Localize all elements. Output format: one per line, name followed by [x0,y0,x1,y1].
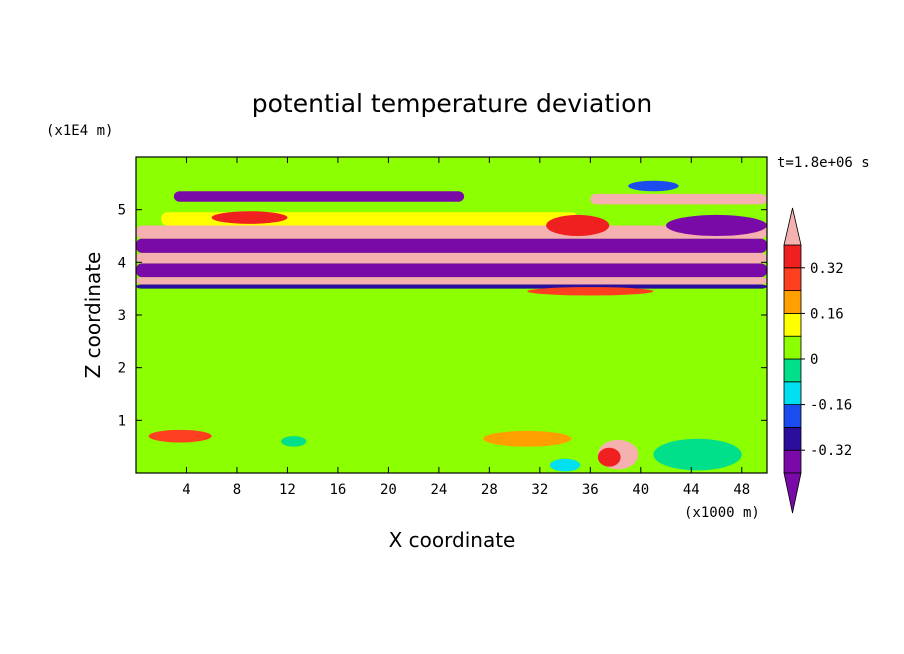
colorbar-segment-2 [783,404,802,428]
field-blob-7 [666,214,767,236]
y-tick-label: 4 [118,255,126,271]
time-label: t=1.8e+06 s [777,155,870,171]
field-band-8 [173,191,465,202]
field-band-0 [136,470,767,473]
x-tick-label: 40 [632,482,649,498]
x-tick-label: 12 [279,482,296,498]
field-background [136,157,767,473]
y-axis-label: Z coordinate [81,252,105,379]
field-band-5 [136,238,767,253]
colorbar-label: 0 [810,352,818,368]
field-blob-5 [653,438,742,471]
y-tick-label: 5 [118,203,126,219]
x-tick-label: 28 [481,482,498,498]
colorbar-max-arrow [783,207,802,246]
field-band-3 [136,263,767,278]
colorbar: 0.32 0.16 0 -0.16 -0.32 [783,207,852,514]
field-blob-9 [211,211,288,224]
colorbar-label: -0.32 [810,443,852,459]
x-tick-label: 24 [430,482,447,498]
colorbar-label: -0.16 [810,398,852,414]
x-tick-label: 16 [329,482,346,498]
y-tick-label: 3 [118,308,126,324]
field-band-4 [136,252,767,264]
field-blob-8 [546,214,610,236]
x-unit-label: (x1000 m) [684,505,760,521]
colorbar-label: 0.16 [810,306,844,322]
x-tick-label: 20 [380,482,397,498]
colorbar-segment-7 [783,290,802,314]
x-tick-label: 36 [582,482,599,498]
x-axis-label: X coordinate [389,528,516,552]
field-blob-4 [148,429,212,443]
heatmap-field [136,157,767,473]
x-tick-label: 8 [233,482,241,498]
colorbar-segment-0 [783,449,802,474]
x-tick-label: 44 [683,482,700,498]
field-blob-6 [281,436,307,447]
field-blob-10 [628,180,679,192]
x-tick-label: 48 [733,482,750,498]
y-tick-label: 1 [118,413,126,429]
field-blob-11 [527,287,654,296]
colorbar-segment-1 [783,426,802,451]
colorbar-segment-6 [783,312,802,337]
colorbar-segment-4 [783,358,802,383]
colorbar-label: 0.32 [810,261,844,277]
colorbar-segment-9 [783,244,802,269]
field-band-2 [136,277,767,285]
field-band-6 [136,225,767,239]
colorbar-segment-3 [783,381,802,405]
x-tick-label: 32 [531,482,548,498]
colorbar-segment-8 [783,267,802,291]
chart-title: potential temperature deviation [252,89,652,118]
field-blob-1 [597,447,621,467]
y-unit-label: (x1E4 m) [46,123,113,139]
x-tick-label: 4 [182,482,190,498]
colorbar-segment-5 [783,335,802,360]
colorbar-min-arrow [783,472,802,514]
field-band-1 [136,284,767,289]
field-blob-3 [549,458,581,472]
field-blob-2 [483,430,572,447]
y-tick-label: 2 [118,361,126,377]
field-band-9 [590,193,767,205]
